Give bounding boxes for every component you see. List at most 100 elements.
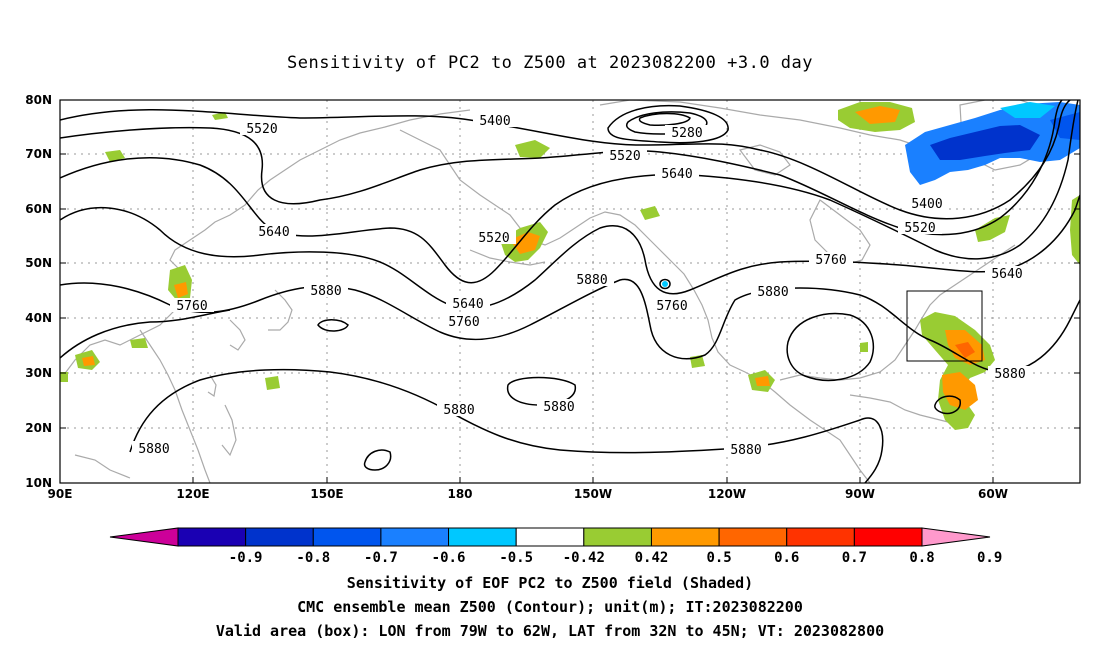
colorbar-box (786, 527, 855, 547)
contour-label: 5760 (815, 253, 846, 268)
colorbar-box (718, 527, 788, 547)
colorbar-box (177, 527, 247, 547)
coastline-asia (60, 109, 471, 381)
lon-label: 90E (48, 487, 73, 501)
z500-contours (60, 100, 1080, 483)
caption-line-2: CMC ensemble mean Z500 (Contour); unit(m… (297, 598, 803, 616)
contour-label: 5880 (757, 285, 788, 300)
contour-label: 5880 (576, 273, 607, 288)
positive-shade-bering (515, 140, 550, 158)
coastline-india (74, 454, 131, 479)
lon-label: 60W (978, 487, 1008, 501)
lon-label: 90W (845, 487, 875, 501)
contour-label: 5400 (479, 114, 510, 129)
colorbar-end-low (109, 527, 179, 547)
colorbar-tick-label: -0.6 (432, 550, 466, 566)
colorbar-labels: -0.9 -0.8 -0.7 -0.6 -0.5 -0.42 0.42 0.5 0.6 0.7 0.… (229, 550, 1003, 566)
positive-shade-atlantic-south (942, 372, 978, 410)
caption-line-3: Valid area (box): LON from 79W to 62W, L… (215, 622, 885, 640)
coastlines (60, 100, 1061, 483)
contour-label: 5760 (176, 299, 207, 314)
colorbar-tick-label: -0.42 (563, 550, 605, 566)
contour-5280-outer (607, 104, 729, 144)
coastline-japan (268, 289, 293, 331)
contour-label: 5640 (661, 167, 692, 182)
colorbar-tick-label: -0.8 (296, 550, 330, 566)
contour-5520 (60, 100, 1063, 236)
contour-5640 (60, 100, 1079, 284)
negative-shade-edge (1000, 102, 1055, 118)
map-frame (59, 99, 1081, 484)
contour-label: 5520 (478, 231, 509, 246)
colorbar-tick-label: -0.7 (364, 550, 398, 566)
contour-5880 (60, 278, 1080, 373)
lat-label: 60N (25, 202, 52, 216)
coastline-taiwan (207, 374, 217, 398)
lon-label: 120E (176, 487, 209, 501)
lat-labels: 80N 70N 60N 50N 40N 30N 20N 10N (25, 93, 52, 490)
contour-label: 5760 (448, 315, 479, 330)
positive-shade-india-orange (82, 356, 95, 366)
colorbar-box (245, 527, 314, 547)
lat-label: 30N (25, 366, 52, 380)
lat-label: 20N (25, 421, 52, 435)
lat-label: 10N (25, 476, 52, 490)
contour-5760-small (659, 278, 671, 290)
positive-shade-china-orange (174, 282, 188, 298)
lat-label: 50N (25, 256, 52, 270)
colorbar-tick-label: -0.9 (229, 550, 263, 566)
colorbar-tick-label: 0.7 (842, 550, 867, 566)
positive-shade-southchina (130, 338, 148, 348)
positive-shade-alaska (640, 206, 660, 220)
contour-5760 (60, 194, 1080, 309)
lon-label: 150W (574, 487, 612, 501)
contour-label: 5640 (452, 297, 483, 312)
positive-shade-arctic-orange (855, 106, 900, 124)
negative-shade-small (662, 281, 668, 287)
coastline-aleutians (469, 249, 546, 266)
contour-label: 5880 (730, 443, 761, 458)
lon-labels: 90E 120E 150E 180 150W 120W 90W 60W (48, 487, 1008, 501)
positive-shade-east-edge (1070, 195, 1080, 265)
contour-label: 5880 (310, 284, 341, 299)
contour-5760-west (60, 309, 231, 359)
colorbar (109, 527, 991, 547)
lon-label: 180 (447, 487, 472, 501)
colorbar-box (650, 527, 720, 547)
colorbar-tick-label: 0.6 (774, 550, 799, 566)
positive-shade-siberia (105, 150, 125, 162)
contour-5880-small-s (363, 449, 392, 471)
contour-5400 (60, 100, 1071, 220)
lon-ticks (59, 477, 994, 483)
lat-label: 80N (25, 93, 52, 107)
coastline-north-america-west (399, 129, 871, 483)
positive-shade-labrador (975, 215, 1010, 242)
coastline-philippines (221, 404, 237, 457)
colorbar-tick-label: -0.5 (499, 550, 533, 566)
contour-label: 5880 (543, 400, 574, 415)
contour-5880-small-w (317, 319, 349, 332)
chart-title: Sensitivity of PC2 to Z500 at 2023082200… (287, 53, 813, 73)
colorbar-tick-label: 0.9 (977, 550, 1002, 566)
coastline-caribbean (849, 394, 961, 426)
valid-area-box (906, 290, 983, 362)
lat-ticks (60, 99, 1080, 484)
caption-line-1: Sensitivity of EOF PC2 to Z500 field (Sh… (346, 574, 754, 592)
contour-label: 5520 (904, 221, 935, 236)
contour-label: 5400 (911, 197, 942, 212)
positive-shade-pacific-orange (510, 232, 540, 254)
positive-shade-gulf (860, 342, 868, 352)
contour-labels: 5520 5400 5280 5520 5640 5400 5520 5640 … (132, 113, 1032, 458)
contour-label: 5880 (443, 403, 474, 418)
lat-label: 40N (25, 311, 52, 325)
colorbar-box (448, 527, 517, 547)
colorbar-box (312, 527, 382, 547)
lon-label: 150E (310, 487, 343, 501)
contour-5880-south (129, 368, 884, 483)
contour-5880-small-atl (934, 395, 961, 415)
contour-5280-inner (638, 112, 691, 126)
colorbar-tick-label: 0.5 (706, 550, 731, 566)
coastline-korea (229, 319, 246, 351)
lon-label: 120W (708, 487, 746, 501)
colorbar-end-high (921, 527, 991, 547)
